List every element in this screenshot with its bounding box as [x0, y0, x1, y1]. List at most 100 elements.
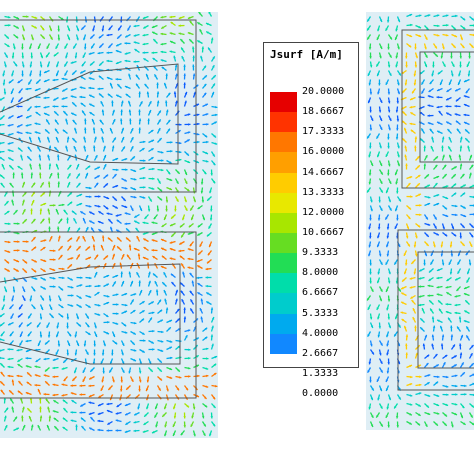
vector-arrow-head: [53, 204, 56, 207]
vector-arrow-head: [48, 299, 52, 302]
vector-arrow-head: [124, 179, 127, 182]
vector-arrow-head: [380, 181, 383, 184]
vector-arrow-head: [112, 109, 115, 113]
vector-arrow-head: [397, 91, 400, 95]
vector-arrow-head: [206, 301, 209, 304]
vector-arrow-head: [459, 343, 462, 346]
vector-arrow-head: [91, 227, 94, 231]
vector-arrow-head: [208, 12, 211, 14]
vector-arrow-head: [436, 233, 439, 236]
vector-arrow-head: [115, 206, 118, 209]
vector-arrow-head: [82, 110, 85, 114]
vector-arrow-head: [389, 73, 392, 76]
vector-arrow-head: [453, 183, 457, 186]
vector-arrow-head: [48, 415, 52, 418]
vector-arrow-head: [395, 181, 398, 185]
vector-arrow-head: [387, 110, 391, 113]
vector-arrow-head: [133, 358, 136, 362]
vector-arrow-head: [102, 371, 105, 374]
vector-arrow-head: [435, 354, 438, 357]
vector-arrow-head: [395, 64, 398, 68]
vector-arrow-head: [212, 154, 215, 157]
vector-arrow-head: [89, 103, 92, 106]
vector-arrow-head: [443, 64, 446, 67]
vector-arrow-head: [124, 52, 128, 55]
vector-arrow-head: [448, 317, 451, 321]
vector-arrow-head: [45, 342, 48, 345]
vector-arrow-head: [377, 218, 381, 221]
vector-arrow-head: [10, 316, 13, 319]
vector-arrow-head: [47, 217, 51, 220]
vector-arrow-head: [95, 254, 99, 258]
vector-arrow-head: [192, 406, 196, 410]
vector-arrow: [469, 382, 474, 387]
vector-arrow-head: [101, 379, 104, 383]
vector-arrow-head: [409, 122, 412, 126]
vector-arrow-head: [38, 154, 41, 158]
vector-arrow-head: [97, 87, 100, 90]
vector-arrow-head: [10, 398, 13, 401]
vector-arrow-head: [409, 394, 413, 397]
vector-arrow-head: [191, 280, 194, 284]
vector-arrow-head: [212, 180, 216, 184]
vector-arrow-head: [62, 417, 66, 421]
vector-arrow-head: [459, 352, 463, 355]
vector-arrow-head: [409, 364, 412, 368]
vector-arrow-head: [211, 343, 214, 347]
vector-arrow-head: [116, 404, 120, 407]
vector-arrow-head: [210, 334, 214, 337]
vector-arrow-head: [149, 199, 152, 202]
vector-arrow-head: [68, 173, 71, 176]
vector-arrow-head: [56, 334, 59, 338]
vector-arrow-head: [18, 90, 22, 94]
vector-arrow-head: [74, 56, 78, 59]
vector-arrow-head: [168, 327, 171, 330]
vector-arrow-head: [417, 423, 420, 426]
vector-arrow-head: [122, 146, 125, 150]
vector-arrow-head: [212, 56, 215, 59]
vector-arrow-head: [169, 319, 172, 323]
vector-arrow-head: [31, 37, 34, 41]
vector-arrow-head: [61, 77, 64, 81]
vector-arrow-head: [198, 252, 201, 255]
vector-arrow-head: [107, 237, 111, 240]
vector-arrow-head: [210, 173, 213, 176]
vector-arrow-head: [192, 64, 195, 67]
vector-arrow-head: [90, 417, 93, 420]
vector-arrow-head: [151, 239, 155, 242]
vector-arrow-head: [87, 264, 91, 268]
vector-arrow-head: [380, 289, 383, 292]
vector-arrow-head: [117, 84, 120, 87]
vector-arrow-head: [102, 235, 105, 238]
vector-arrow-head: [445, 385, 449, 388]
legend-swatch: [270, 313, 297, 334]
vector-arrow-head: [70, 384, 73, 387]
vector-arrow-head: [190, 424, 193, 427]
vector-arrow: [0, 123, 5, 126]
vector-arrow-head: [101, 109, 105, 112]
vector-arrow-head: [377, 316, 380, 320]
vector-arrow-head: [401, 319, 405, 322]
vector-arrow-head: [20, 154, 23, 158]
vector-arrow-head: [7, 365, 10, 369]
vector-arrow-head: [471, 17, 474, 21]
legend-value-label: 9.3333: [302, 247, 339, 259]
vector-arrow-head: [463, 206, 466, 209]
vector-arrow-head: [62, 399, 66, 403]
vector-arrow-head: [402, 279, 405, 282]
vector-arrow-head: [367, 27, 370, 31]
vector-arrow-head: [47, 154, 50, 158]
vector-arrow-head: [93, 344, 96, 347]
legend-value-label: 16.0000: [302, 146, 345, 158]
vector-arrow-head: [71, 400, 75, 403]
vector-arrow-head: [43, 79, 47, 83]
vector-arrow-head: [203, 83, 207, 87]
vector-arrow-head: [409, 286, 413, 289]
vector-arrow-head: [46, 54, 49, 58]
vector-arrow-head: [62, 267, 65, 271]
vector-arrow-head: [97, 412, 101, 415]
vector-arrow-head: [94, 325, 97, 329]
vector-arrow-head: [453, 233, 457, 237]
vector-arrow-head: [188, 375, 191, 378]
vector-arrow-head: [88, 384, 91, 387]
